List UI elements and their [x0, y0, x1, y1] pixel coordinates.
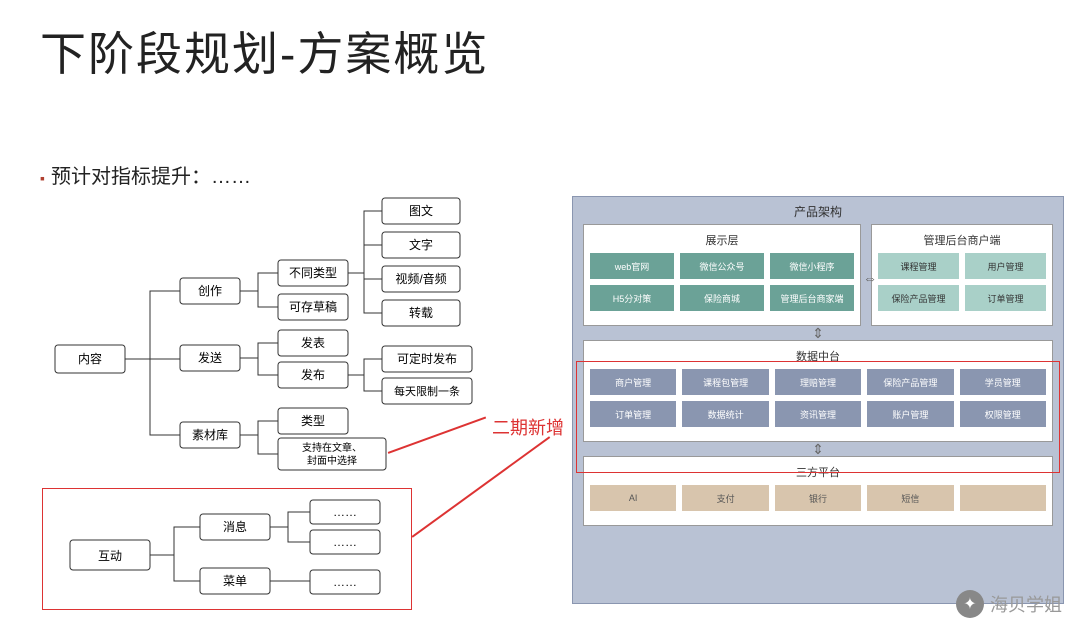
redbox-interaction-tree	[42, 488, 412, 610]
chip: 保险产品管理	[878, 285, 959, 311]
svg-text:可存草稿: 可存草稿	[289, 299, 337, 314]
chip: 订单管理	[965, 285, 1046, 311]
chip: AI	[590, 485, 676, 511]
chip: 银行	[775, 485, 861, 511]
arch-title: 产品架构	[573, 197, 1063, 224]
panel-title-display: 展示层	[590, 229, 854, 253]
redbox-data-mid	[576, 361, 1060, 473]
panel-admin-merchant: 管理后台商户端 课程管理 用户管理 保险产品管理 订单管理	[871, 224, 1053, 326]
panel-display-layer: 展示层 web官网 微信公众号 微信小程序 H5分对策 保险商城 管理后台商家端	[583, 224, 861, 326]
svg-text:支持在文章、: 支持在文章、	[302, 441, 362, 454]
subtitle: 预计对指标提升：……	[40, 160, 251, 189]
svg-text:图文: 图文	[409, 203, 433, 218]
svg-text:创作: 创作	[198, 284, 222, 298]
wechat-icon: ✦	[956, 590, 984, 618]
chip: H5分对策	[590, 285, 674, 311]
chip	[960, 485, 1046, 511]
svg-text:转载: 转载	[409, 305, 433, 320]
chip: 管理后台商家端	[770, 285, 854, 311]
watermark-text: 海贝学姐	[990, 591, 1062, 617]
callout-phase2: 二期新增	[492, 414, 564, 440]
page-title: 下阶段规划-方案概览	[40, 18, 489, 84]
svg-text:类型: 类型	[301, 414, 325, 428]
svg-text:发布: 发布	[301, 367, 325, 382]
chip: 用户管理	[965, 253, 1046, 279]
svg-text:封面中选择: 封面中选择	[307, 454, 357, 467]
chip: 课程管理	[878, 253, 959, 279]
arrow-vertical: ⇕	[573, 326, 1063, 340]
chip: 短信	[867, 485, 953, 511]
panel-title-admin: 管理后台商户端	[878, 229, 1046, 253]
chip: 微信小程序	[770, 253, 854, 279]
chip: web官网	[590, 253, 674, 279]
svg-text:不同类型: 不同类型	[289, 266, 337, 280]
svg-text:内容: 内容	[78, 351, 102, 366]
svg-text:发送: 发送	[198, 350, 222, 365]
chip: 保险商城	[680, 285, 764, 311]
svg-text:文字: 文字	[409, 237, 433, 252]
watermark: ✦ 海贝学姐	[956, 590, 1062, 618]
chip: 支付	[682, 485, 768, 511]
svg-text:素材库: 素材库	[192, 427, 228, 442]
svg-text:可定时发布: 可定时发布	[397, 351, 457, 366]
chip: 微信公众号	[680, 253, 764, 279]
svg-text:发表: 发表	[301, 335, 325, 350]
arrow-horizontal: ⇔	[863, 270, 877, 286]
svg-text:视频/音频: 视频/音频	[395, 271, 446, 286]
svg-text:每天限制一条: 每天限制一条	[394, 384, 460, 398]
